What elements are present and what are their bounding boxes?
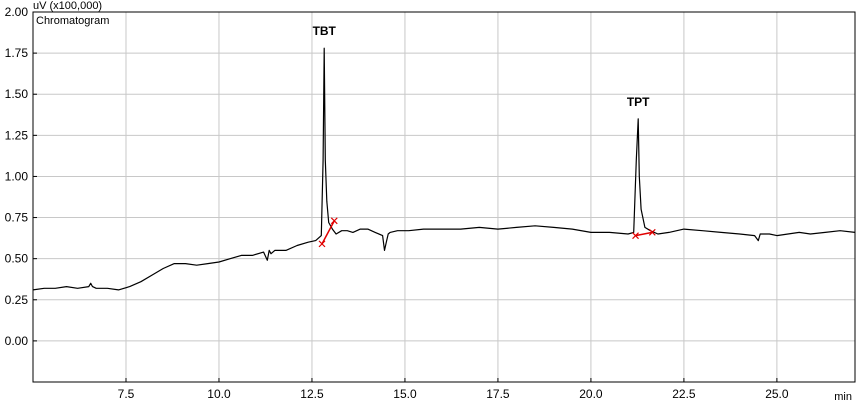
- integration-markers: [318, 217, 656, 248]
- y-tick-label: 0.00: [5, 334, 29, 348]
- x-tick-label: 10.0: [207, 387, 231, 401]
- y-tick-label: 0.25: [5, 293, 29, 307]
- y-axis-ticks: 0.00 0.25 0.50 0.75 1.00 1.25 1.50 1.75 2.00: [5, 5, 37, 348]
- x-axis-unit: min: [834, 391, 852, 403]
- integration-mark: [632, 232, 639, 240]
- integration-mark: [318, 240, 326, 248]
- y-tick-label: 2.00: [5, 5, 29, 19]
- peak-label: TPT: [627, 95, 650, 109]
- plot-frame: [32, 11, 856, 383]
- y-tick-label: 1.75: [5, 46, 29, 60]
- y-tick-label: 0.50: [5, 252, 29, 266]
- peak-labels: TBT TPT: [313, 24, 651, 109]
- x-tick-label: 20.0: [579, 387, 603, 401]
- grid-lines: [33, 12, 855, 382]
- integration-baseline: [321, 220, 335, 245]
- x-tick-label: 17.5: [486, 387, 510, 401]
- x-tick-label: 12.5: [300, 387, 324, 401]
- integration-mark: [648, 228, 656, 236]
- y-tick-label: 1.00: [5, 169, 29, 183]
- integration-mark: [330, 217, 338, 225]
- x-tick-label: 15.0: [393, 387, 417, 401]
- x-tick-label: 22.5: [672, 387, 696, 401]
- y-tick-label: 1.50: [5, 87, 29, 101]
- x-tick-label: 7.5: [118, 387, 135, 401]
- integration-baseline: [635, 231, 653, 237]
- x-tick-label: 25.0: [765, 387, 789, 401]
- chart-title: Chromatogram: [36, 15, 109, 27]
- peak-label: TBT: [313, 24, 337, 38]
- y-tick-label: 1.25: [5, 128, 29, 142]
- x-axis-ticks: 7.5 10.0 12.5 15.0 17.5 20.0 22.5 25.0: [118, 378, 789, 401]
- y-axis-label: uV (x100,000): [33, 0, 102, 12]
- chromatogram-trace: [32, 47, 856, 291]
- y-tick-label: 0.75: [5, 211, 29, 225]
